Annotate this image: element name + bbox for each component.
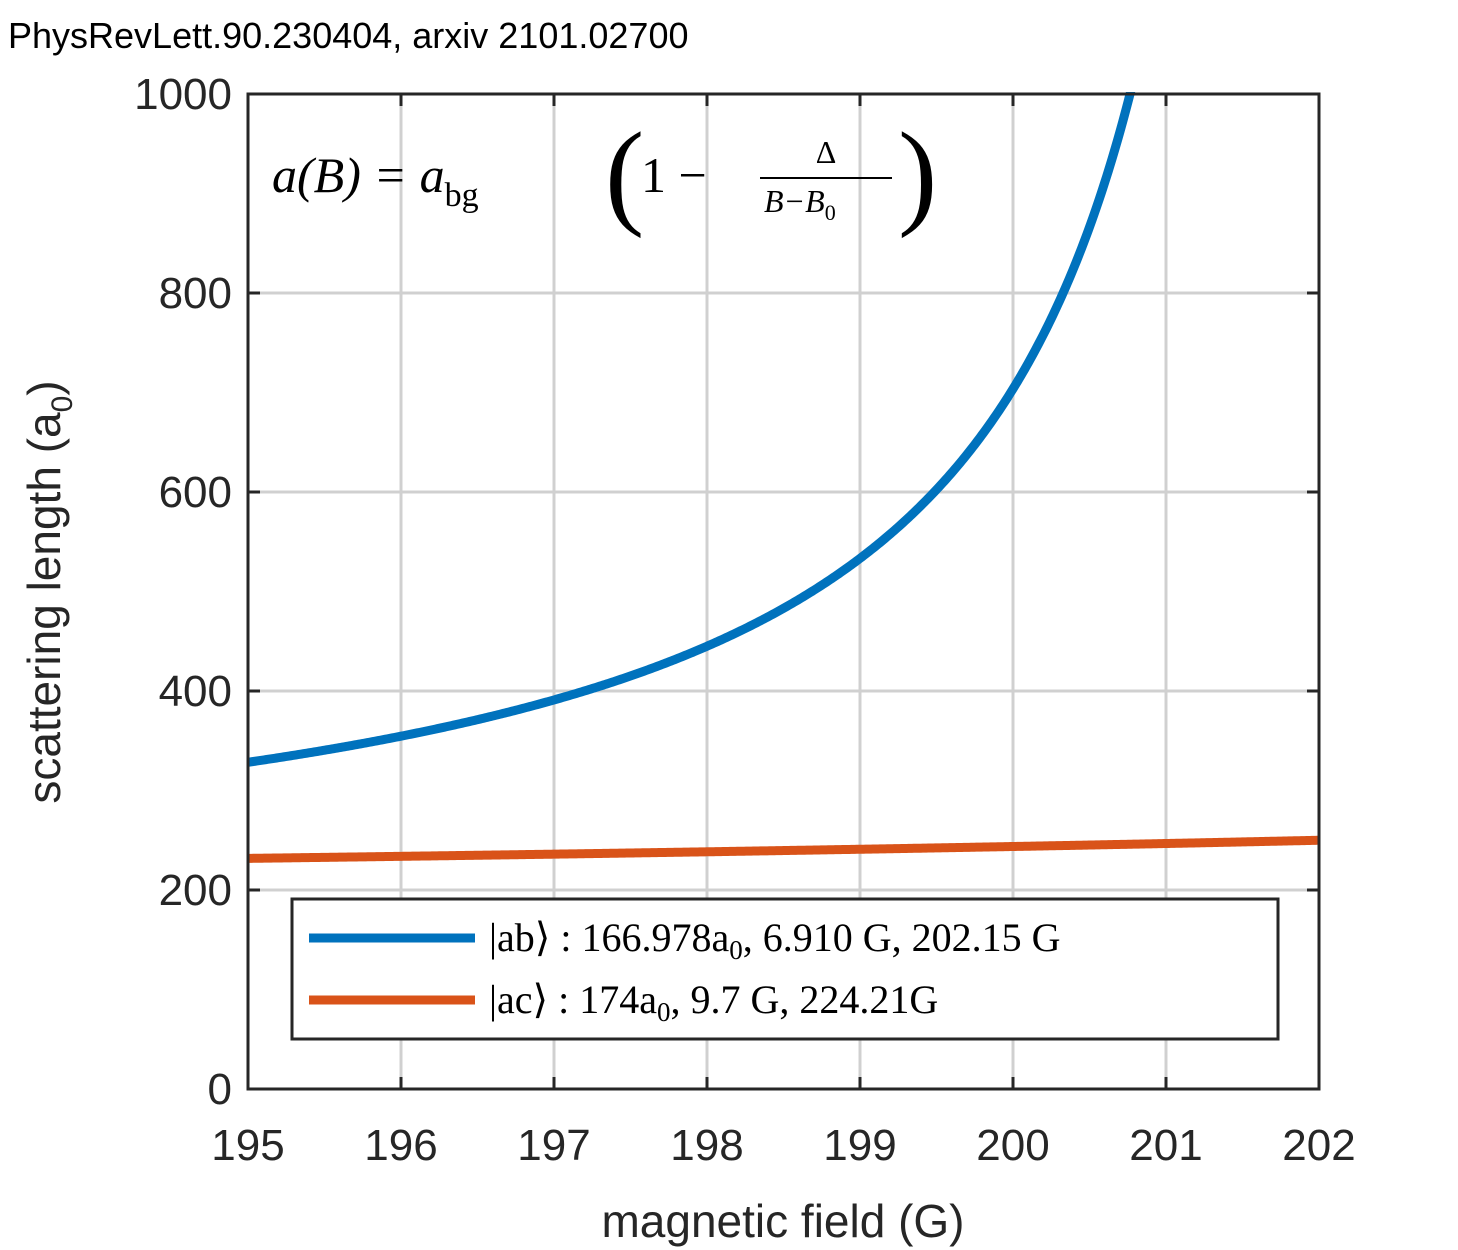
formula-one-minus: 1 −: [641, 147, 707, 203]
x-tick-label: 196: [364, 1121, 437, 1170]
legend-label-ab: |ab⟩ : 166.978a: [489, 915, 729, 960]
x-tick-label: 201: [1129, 1121, 1202, 1170]
svg-text:a(B) = abg: a(B) = abg: [272, 147, 479, 214]
plot-frame: [246, 92, 1321, 1091]
formula-annotation: a(B) = abg ( 1 − Δ B−B0 ): [272, 108, 937, 239]
y-tick-label: 200: [159, 866, 232, 915]
svg-text:|ac⟩ : 174a0, 9.7 G, 224.21G: |ac⟩ : 174a0, 9.7 G, 224.21G: [489, 977, 938, 1027]
formula-lhs-sub: bg: [445, 177, 479, 214]
formula-lhs: a(B) = a: [272, 147, 445, 203]
formula-close-paren: ): [898, 108, 937, 239]
formula-denominator: B−B: [764, 183, 825, 219]
series-line-ac: [248, 835, 1319, 863]
x-tick-label: 199: [823, 1121, 896, 1170]
legend-label-ac-sub: 0: [657, 997, 671, 1027]
svg-text:|ab⟩ : 166.978a0, 6.910 G, 2: |ab⟩ : 166.978a0, 6.910 G, 202.15 G: [489, 915, 1061, 965]
legend-box: [290, 897, 1280, 1041]
legend-label-ac: |ac⟩ : 174a: [489, 977, 657, 1022]
y-tick-label: 0: [208, 1065, 232, 1114]
y-tick-label: 400: [159, 667, 232, 716]
chart-title: PhysRevLett.90.230404, arxiv 2101.02700: [8, 15, 688, 56]
y-axis-label: scattering length (a0): [18, 380, 79, 803]
formula-numerator: Δ: [816, 134, 837, 170]
x-tick-label: 200: [976, 1121, 1049, 1170]
x-tick-label: 195: [211, 1121, 284, 1170]
y-tick-label: 800: [159, 269, 232, 318]
x-axis-label: magnetic field (G): [601, 1195, 964, 1247]
ticks: 195 196 197 198 199 200 201 202 0 200 400 600 800 100…: [134, 70, 1356, 1170]
svg-text:scattering length (a0): scattering length (a0): [18, 380, 79, 803]
formula-denominator-sub: 0: [825, 200, 836, 225]
y-tick-label: 600: [159, 468, 232, 517]
legend-label-ab-rest: , 6.910 G, 202.15 G: [743, 915, 1061, 960]
y-axis-label-sub: 0: [46, 396, 79, 413]
svg-text:B−B0: B−B0: [764, 183, 836, 225]
legend-label-ac-rest: , 9.7 G, 224.21G: [671, 977, 939, 1022]
y-axis-label-close: ): [18, 380, 70, 395]
y-axis-label-main: scattering length (a: [18, 412, 70, 804]
legend: |ab⟩ : 166.978a0, 6.910 G, 202.15 G |ac⟩…: [290, 897, 1280, 1041]
x-tick-label: 197: [517, 1121, 590, 1170]
formula-open-paren: (: [605, 108, 644, 239]
y-tick-label: 1000: [134, 70, 232, 119]
x-tick-label: 202: [1282, 1121, 1355, 1170]
series-line-ab: [248, 92, 1136, 767]
series-layer: [248, 92, 1319, 863]
legend-label-ab-sub: 0: [729, 935, 743, 965]
x-tick-label: 198: [670, 1121, 743, 1170]
